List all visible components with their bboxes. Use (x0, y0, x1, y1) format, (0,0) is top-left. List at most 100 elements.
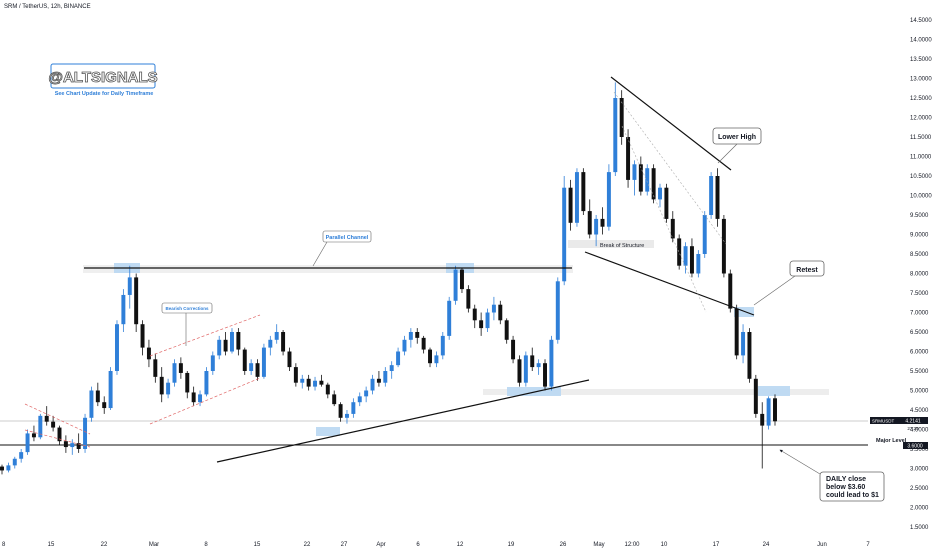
y-tick-label: 13.5000 (910, 57, 932, 63)
candle-body (760, 413, 765, 426)
price-tag-level: 3.6000 (903, 442, 928, 450)
candle-body (325, 384, 330, 395)
candle-body (421, 337, 426, 350)
candle-body (402, 339, 407, 352)
parallel-channel-label: Parallel Channel (326, 235, 369, 241)
channel-bottom-line (216, 379, 590, 463)
y-tick-label: 14.0000 (910, 38, 932, 44)
candle-body (370, 378, 375, 391)
price-tag-symbol: SRMUSDT (872, 419, 895, 424)
candle-body (121, 294, 126, 325)
candle-body (568, 187, 573, 223)
candle-body (146, 347, 151, 360)
annotation-retest[interactable]: Retest (753, 260, 825, 306)
descending-resistance-line (610, 76, 732, 171)
y-tick-label: 4.5000 (910, 408, 929, 414)
highlight-zones (83, 240, 829, 436)
x-tick-label: 15 (48, 542, 55, 548)
candle-body (549, 339, 554, 387)
x-tick-label: 19 (508, 542, 515, 548)
candle-body (44, 415, 49, 422)
annotation-parallel-channel[interactable]: Parallel Channel (312, 230, 372, 267)
x-tick-label: 10 (661, 542, 668, 548)
chart-header: SRM / TetherUS, 12h, BINANCE (4, 4, 91, 10)
candle-body (230, 332, 234, 352)
candle-body (453, 269, 458, 301)
candle-body (351, 402, 356, 414)
candle-body (498, 304, 503, 321)
candle-body (102, 402, 107, 409)
break-of-structure-label: Break of Structure (600, 243, 644, 249)
candle-body (517, 359, 522, 383)
candle-body (728, 273, 733, 309)
y-tick-label: 6.5000 (910, 330, 929, 336)
candle-body (696, 254, 701, 274)
candle-body (536, 363, 541, 368)
daily-close-line3: could lead to $1 (826, 492, 879, 499)
candle-body (300, 378, 305, 383)
candle-body (172, 363, 177, 383)
candle-body (140, 324, 145, 348)
candle-body (185, 372, 190, 393)
candle-body (581, 172, 586, 212)
candle-body (293, 367, 298, 383)
x-tick-label: 8 (204, 542, 208, 548)
candle-body (51, 421, 56, 428)
candle-body (562, 187, 567, 282)
candle-body (249, 363, 254, 371)
x-tick-label: 12 (457, 542, 464, 548)
candle-body (389, 365, 394, 371)
candle-body (530, 355, 535, 368)
candle-body (466, 289, 471, 309)
candle-body (204, 371, 209, 395)
y-tick-label: 7.5000 (910, 291, 929, 297)
annotation-lower-high[interactable]: Lower High (712, 127, 762, 164)
candle-body (281, 332, 286, 352)
candle-body (274, 332, 279, 340)
annotation-bearish-corrections[interactable]: Bearish Corrections (161, 302, 213, 346)
annotation-daily-close[interactable]: DAILY close below $3.60 could lead to $1 (779, 449, 885, 502)
candle-body (766, 398, 771, 426)
candle-body (319, 380, 324, 385)
price-tag-countdown: 27:20 (907, 426, 919, 431)
candle-body (664, 187, 669, 219)
candle-body (459, 269, 464, 290)
candle-body (242, 349, 247, 371)
candle-body (753, 378, 758, 414)
y-tick-label: 1.5000 (910, 525, 929, 531)
y-tick-label: 11.5000 (910, 135, 932, 141)
candle-body (268, 339, 273, 348)
x-tick-label: 12:00 (624, 542, 640, 548)
candle-body (89, 390, 94, 418)
x-tick-label: 22 (101, 542, 108, 548)
candle-body (511, 339, 516, 360)
candle-body (83, 417, 88, 449)
y-tick-label: 6.0000 (910, 350, 929, 356)
candle-body (523, 355, 528, 383)
candle-body (504, 320, 509, 340)
y-tick-label: 14.5000 (910, 18, 932, 24)
y-tick-label: 10.5000 (910, 174, 932, 180)
candle-body (344, 413, 349, 418)
candle-body (447, 300, 452, 336)
candle-body (440, 335, 445, 356)
candle-body (689, 246, 694, 274)
candle-body (721, 218, 726, 274)
x-tick-label: May (593, 542, 604, 548)
support-highlight (316, 427, 340, 436)
bearish-correction-left-upper (24, 403, 91, 435)
y-tick-label: 3.0000 (910, 467, 929, 473)
candle-body (619, 98, 624, 137)
y-tick-label: 2.5000 (910, 486, 929, 492)
x-axis[interactable]: 8 15 22 Mar 8 15 22 27 Apr 6 12 19 26 May 12:00 10 17 24 J… (2, 542, 870, 548)
candle-body (613, 98, 618, 173)
bos-zone (568, 240, 654, 248)
candle-body (683, 246, 688, 266)
candle-body (651, 168, 656, 200)
candle-body (594, 218, 599, 235)
x-tick-label: 15 (254, 542, 261, 548)
candle-body (63, 441, 68, 448)
x-tick-label: Mar (149, 542, 159, 548)
y-axis[interactable]: 1.5000 2.0000 2.5000 3.0000 3.5000 4.0000 4.50… (910, 18, 932, 531)
